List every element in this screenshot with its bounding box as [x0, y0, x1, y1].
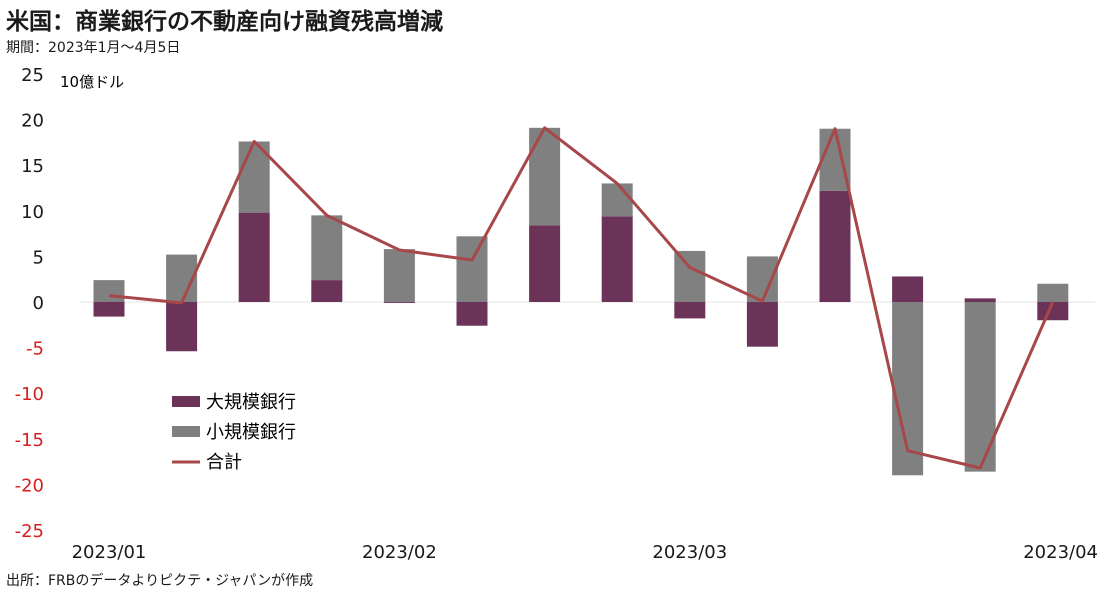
bar-large-banks [819, 190, 851, 302]
bar-small-banks [383, 249, 415, 302]
y-axis: 25 20 15 10 5 0 -5 -10 -15 -20 -25 [15, 65, 44, 542]
bar-small-banks [529, 127, 561, 226]
y-tick-label: -15 [15, 430, 44, 451]
legend-label-large-banks: 大規模銀行 [206, 392, 296, 413]
bar-small-banks [674, 250, 706, 302]
bar-large-banks [383, 302, 415, 303]
y-tick-label: -25 [15, 521, 44, 542]
chart-title: 米国：商業銀行の不動産向け融資残高増減 [6, 9, 443, 35]
y-tick-label: 10 [21, 202, 44, 223]
bar-large-banks [746, 302, 778, 347]
bar-large-banks [166, 302, 198, 352]
bar-large-banks [892, 276, 924, 302]
bar-large-banks [674, 302, 706, 319]
total-line [108, 126, 1055, 470]
legend-label-total: 合計 [206, 452, 242, 473]
legend-swatch-large-banks [172, 396, 200, 407]
chart-subtitle: 期間：2023年1月～4月5日 [6, 40, 181, 56]
source-note: 出所：FRBのデータよりピクテ・ジャパンが作成 [6, 573, 314, 589]
bar-small-banks [456, 236, 488, 302]
legend-swatch-small-banks [172, 426, 200, 437]
bar-small-banks [601, 183, 633, 217]
bar-small-banks [1037, 283, 1069, 302]
y-tick-label: -20 [15, 475, 44, 496]
x-tick-label: 2023/04 [1023, 542, 1098, 563]
bar-large-banks [238, 212, 270, 302]
bar-small-banks [311, 215, 343, 281]
bar-large-banks [964, 298, 996, 302]
x-tick-label: 2023/01 [72, 542, 147, 563]
bar-large-banks [601, 216, 633, 302]
legend: 大規模銀行 小規模銀行 合計 [172, 392, 296, 473]
unit-label: 10億ドル [60, 73, 124, 91]
x-tick-label: 2023/02 [362, 542, 437, 563]
bar-large-banks [456, 302, 488, 326]
bar-small-banks [93, 280, 125, 302]
y-tick-label: -5 [26, 339, 44, 360]
bar-series [93, 127, 1069, 476]
y-tick-label: 20 [21, 111, 44, 132]
bar-large-banks [529, 225, 561, 302]
x-tick-label: 2023/03 [652, 542, 727, 563]
legend-label-small-banks: 小規模銀行 [206, 422, 296, 443]
y-tick-label: 25 [21, 65, 44, 86]
bar-large-banks [311, 280, 343, 302]
bar-large-banks [1037, 302, 1069, 321]
x-axis: 2023/01 2023/02 2023/03 2023/04 [72, 542, 1098, 563]
y-tick-label: -10 [15, 384, 44, 405]
bar-large-banks [93, 302, 125, 317]
y-tick-label: 15 [21, 156, 44, 177]
y-tick-label: 0 [33, 293, 44, 314]
y-tick-label: 5 [33, 247, 44, 268]
